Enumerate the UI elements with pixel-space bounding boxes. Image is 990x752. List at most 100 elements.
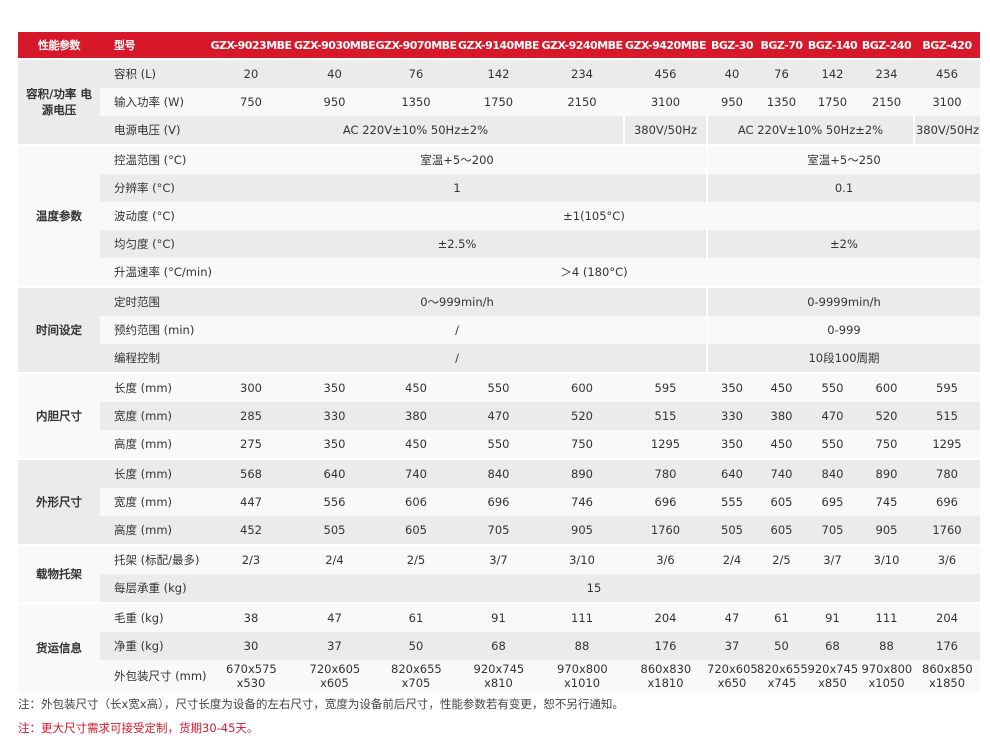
spec-value: 0-9999min/h	[706, 286, 980, 316]
spec-value: 380V/50Hz	[623, 116, 707, 145]
spec-value: 905	[540, 516, 624, 545]
spec-row: 编程控制/10段100周期	[18, 344, 980, 373]
param-label: 高度 (mm)	[100, 430, 208, 459]
group-label: 容积/功率 电源电压	[18, 58, 100, 145]
spec-value: 50	[757, 632, 806, 660]
spec-value: 350	[294, 372, 375, 402]
spec-row: 时间设定 定时范围 0～999min/h 0-9999min/h	[18, 286, 980, 373]
spec-value: 2/4	[294, 544, 375, 574]
spec-value: 750	[859, 430, 914, 459]
param-label: 升温速率 (°C/min)	[100, 258, 212, 287]
spec-value: 275	[208, 430, 294, 459]
spec-cell: 720x605 x650	[707, 660, 758, 692]
spec-row: 预约范围 (min)/0-999	[18, 316, 980, 344]
header-cell: 型号	[100, 32, 208, 59]
spec-row: 升温速率 (°C/min) ＞4 (180°C)	[18, 258, 980, 287]
spec-value: 176	[914, 632, 980, 660]
spec-value: 456	[624, 58, 707, 88]
spec-value: 204	[624, 602, 707, 632]
spec-value: 670x575 x530	[226, 662, 277, 690]
param-label: 编程控制	[100, 344, 208, 373]
spec-value: 61	[375, 602, 457, 632]
spec-row: 分辨率 (°C) 1 0.1	[18, 174, 980, 202]
spec-value: 47	[707, 602, 757, 632]
spec-value: 1750	[457, 88, 540, 116]
spec-cell: 970x800 x1050	[859, 660, 914, 692]
spec-value: 111	[540, 602, 624, 632]
spec-value: 450	[757, 372, 806, 402]
spec-value: 606	[375, 488, 457, 516]
param-label: 托架 (标配/最多)	[100, 544, 208, 574]
spec-value: 840	[806, 458, 859, 488]
spec-value: 0-999	[706, 316, 980, 344]
group-label: 时间设定	[18, 286, 100, 373]
spec-value: 3100	[914, 88, 980, 116]
spec-cell: 970x800 x1010	[540, 660, 624, 692]
spec-value: 1295	[914, 430, 980, 459]
spec-row: 外形尺寸 长度 (mm) 568 640 740 840 890 780 640 740 840 89…	[18, 458, 980, 545]
spec-value: 640	[707, 458, 757, 488]
spec-value: 740	[757, 458, 806, 488]
param-label: 净重 (kg)	[100, 632, 208, 660]
spec-row: 每层承重 (kg) 15	[18, 574, 980, 603]
spec-value: 1760	[914, 516, 980, 545]
spec-value: 450	[757, 430, 806, 459]
spec-value: 505	[707, 516, 757, 545]
spec-value: 室温+5～250	[706, 144, 980, 174]
model-name: GZX-9030MBE	[294, 32, 376, 59]
spec-value: 550	[457, 372, 540, 402]
spec-value: 470	[457, 402, 540, 430]
spec-value: 300	[208, 372, 294, 402]
spec-value: 3100	[624, 88, 707, 116]
param-label: 毛重 (kg)	[100, 602, 208, 632]
spec-value: AC 220V±10% 50Hz±2%	[706, 116, 914, 145]
param-label: 容积 (L)	[100, 58, 208, 88]
spec-value: 750	[208, 88, 294, 116]
spec-value: 3/10	[540, 544, 624, 574]
group-label: 外形尺寸	[18, 458, 100, 545]
spec-value: 50	[375, 632, 457, 660]
spec-row: 货运信息 毛重 (kg) 38 47 61 91 111 204 47 61 91 111 204	[18, 602, 980, 692]
spec-value: 3/6	[914, 544, 980, 574]
spec-row: 均匀度 (°C) ±2.5% ±2%	[18, 230, 980, 258]
param-label: 长度 (mm)	[100, 372, 208, 402]
spec-row: 宽度 (mm) 285 330 380 470 520 515 330 380 470 520 515	[18, 402, 980, 430]
spec-value: 470	[806, 402, 859, 430]
spec-value: 3/10	[859, 544, 914, 574]
spec-value: 3/7	[806, 544, 859, 574]
spec-value: 696	[624, 488, 707, 516]
spec-table: 性能参数 型号 GZX-9023MBE GZX-9030MBE GZX-9070MBE G…	[18, 32, 980, 692]
param-label: 电源电压 (V)	[100, 116, 208, 145]
spec-value: 76	[757, 58, 806, 88]
spec-value: 950	[294, 88, 375, 116]
spec-value: 61	[757, 602, 806, 632]
spec-row: 宽度 (mm) 447 556 606 696 746 696 555 605 695 745 696	[18, 488, 980, 516]
spec-value: 176	[624, 632, 707, 660]
spec-value: 745	[859, 488, 914, 516]
header-row: 性能参数 型号 GZX-9023MBE GZX-9030MBE GZX-9070MBE G…	[18, 32, 980, 59]
spec-value: /	[208, 344, 707, 373]
spec-value: 605	[757, 488, 806, 516]
model-name: BGZ-240	[859, 32, 914, 59]
spec-value: 550	[457, 430, 540, 459]
spec-value: 76	[375, 58, 457, 88]
spec-value: 605	[375, 516, 457, 545]
spec-value: 605	[757, 516, 806, 545]
spec-value: 15	[208, 574, 980, 603]
spec-value: 68	[806, 632, 859, 660]
spec-value: 720x605 x605	[309, 662, 361, 690]
spec-value: 515	[914, 402, 980, 430]
spec-value: 47	[294, 602, 375, 632]
note: 注：更大尺寸需求可接受定制，货期30-45天。	[18, 721, 259, 735]
spec-value: 2150	[859, 88, 914, 116]
param-label: 宽度 (mm)	[100, 402, 208, 430]
spec-value: 890	[540, 458, 624, 488]
spec-value: 550	[806, 372, 859, 402]
spec-cell: 860x830 x1810	[624, 660, 707, 692]
spec-value: 2/5	[757, 544, 806, 574]
spec-value: 285	[208, 402, 294, 430]
spec-value: 950	[707, 88, 757, 116]
spec-value: 595	[624, 372, 707, 402]
spec-value: 555	[707, 488, 757, 516]
model-name: GZX-9140MBE	[457, 32, 540, 59]
